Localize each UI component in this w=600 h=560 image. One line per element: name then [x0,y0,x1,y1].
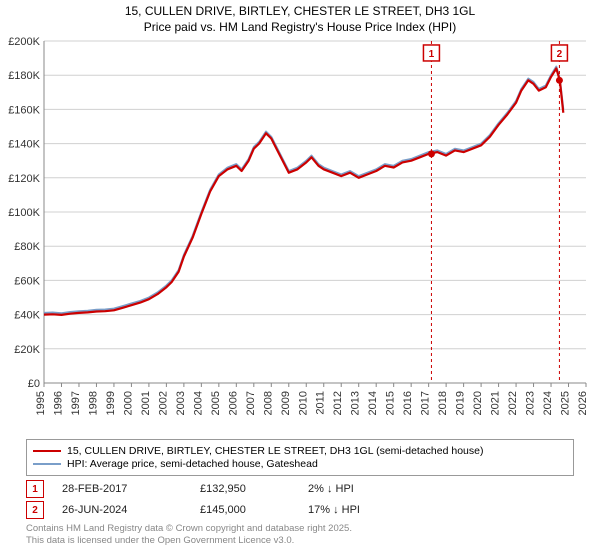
annotation-diff: 2% ↓ HPI [308,483,408,495]
svg-text:2012: 2012 [332,391,344,415]
svg-text:£200K: £200K [8,36,40,48]
chart-title: 15, CULLEN DRIVE, BIRTLEY, CHESTER LE ST… [0,0,600,35]
svg-text:1995: 1995 [35,391,47,415]
svg-text:2000: 2000 [122,391,134,415]
svg-text:2009: 2009 [280,391,292,415]
svg-text:2001: 2001 [140,391,152,415]
svg-text:2006: 2006 [227,391,239,415]
legend-label: 15, CULLEN DRIVE, BIRTLEY, CHESTER LE ST… [67,445,483,457]
svg-text:2018: 2018 [437,391,449,415]
footnote-line1: Contains HM Land Registry data © Crown c… [26,523,352,534]
svg-text:2025: 2025 [560,391,572,415]
svg-text:2020: 2020 [472,391,484,415]
svg-text:2008: 2008 [262,391,274,415]
svg-text:2: 2 [557,49,563,60]
annotation-row: 2 26-JUN-2024 £145,000 17% ↓ HPI [26,501,574,519]
svg-text:2021: 2021 [490,391,502,415]
svg-text:2023: 2023 [525,391,537,415]
svg-text:1997: 1997 [70,391,82,415]
footnote-line2: This data is licensed under the Open Gov… [26,535,294,546]
annotation-row: 1 28-FEB-2017 £132,950 2% ↓ HPI [26,480,574,498]
svg-text:2017: 2017 [420,391,432,415]
annotation-date: 26-JUN-2024 [62,504,182,516]
svg-text:2015: 2015 [385,391,397,415]
annotation-marker: 2 [26,501,44,519]
legend-swatch [33,463,61,465]
legend: 15, CULLEN DRIVE, BIRTLEY, CHESTER LE ST… [26,439,574,476]
annotation-price: £132,950 [200,483,290,495]
svg-text:2004: 2004 [192,391,204,415]
svg-text:1998: 1998 [87,391,99,415]
svg-text:£60K: £60K [14,276,40,288]
svg-text:2003: 2003 [175,391,187,415]
svg-text:2022: 2022 [507,391,519,415]
svg-text:£180K: £180K [8,70,40,82]
svg-text:2010: 2010 [297,391,309,415]
svg-text:£120K: £120K [8,173,40,185]
annotation-price: £145,000 [200,504,290,516]
svg-text:£80K: £80K [14,241,40,253]
svg-text:2013: 2013 [350,391,362,415]
legend-label: HPI: Average price, semi-detached house,… [67,458,318,470]
svg-text:2011: 2011 [315,391,327,415]
svg-text:£0: £0 [28,378,40,390]
legend-item: 15, CULLEN DRIVE, BIRTLEY, CHESTER LE ST… [33,445,567,457]
svg-text:£140K: £140K [8,139,40,151]
annotation-diff: 17% ↓ HPI [308,504,408,516]
title-line2: Price paid vs. HM Land Registry's House … [0,20,600,36]
svg-text:£100K: £100K [8,207,40,219]
svg-text:2016: 2016 [402,391,414,415]
svg-text:2007: 2007 [245,391,257,415]
line-chart: £0 £20K £40K £60K £80K £100K £120K £140K £160K £1… [0,35,600,435]
annotation-table: 1 28-FEB-2017 £132,950 2% ↓ HPI 2 26-JUN… [26,480,574,519]
svg-text:£20K: £20K [14,344,40,356]
legend-swatch [33,450,61,452]
footnote: Contains HM Land Registry data © Crown c… [26,523,574,547]
svg-text:2026: 2026 [577,391,589,415]
svg-text:2002: 2002 [157,391,169,415]
legend-item: HPI: Average price, semi-detached house,… [33,458,567,470]
svg-text:1: 1 [429,49,435,60]
svg-text:1999: 1999 [105,391,117,415]
svg-text:2019: 2019 [455,391,467,415]
svg-text:£160K: £160K [8,105,40,117]
svg-text:£40K: £40K [14,310,40,322]
svg-text:2024: 2024 [542,391,554,415]
svg-text:1996: 1996 [52,391,64,415]
title-line1: 15, CULLEN DRIVE, BIRTLEY, CHESTER LE ST… [125,4,475,18]
annotation-date: 28-FEB-2017 [62,483,182,495]
annotation-marker: 1 [26,480,44,498]
svg-text:2014: 2014 [367,391,379,415]
svg-text:2005: 2005 [210,391,222,415]
